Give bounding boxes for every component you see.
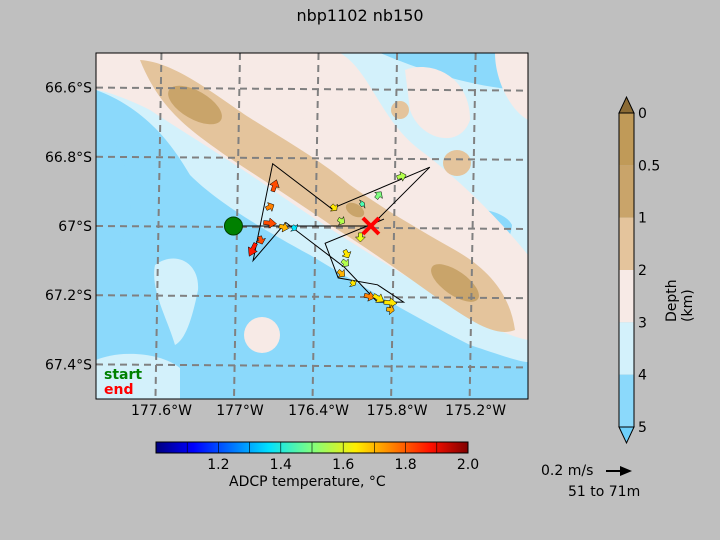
- end-marker: [361, 216, 381, 236]
- legend-end: end: [104, 382, 134, 398]
- current-vector: [340, 258, 349, 268]
- current-vector: [289, 223, 299, 232]
- mid-water-pocket-2: [244, 317, 280, 353]
- depth-colorbar: 0 0.5 1 2 3 4 5: [618, 95, 660, 445]
- current-vector: [372, 293, 385, 303]
- temperature-colorbar-tick: 1.6: [332, 457, 354, 473]
- shallow-patch-north: [380, 53, 528, 90]
- parallel-line: [96, 86, 528, 92]
- scale-depth-label: 51 to 71m: [568, 484, 641, 500]
- depth-colorbar-tick: 2: [638, 263, 647, 279]
- depth-colorbar-segment: [619, 165, 634, 218]
- current-vector: [263, 217, 278, 229]
- ridge-mid-2: [443, 150, 471, 176]
- temperature-colorbar-ticks: 1.2 1.4 1.6 1.8 2.0: [186, 442, 479, 473]
- temperature-colorbar-tick: 1.8: [394, 457, 416, 473]
- depth-colorbar-tick: 4: [638, 368, 647, 384]
- depth-colorbar-label: Depth (km): [664, 279, 696, 322]
- current-vector: [358, 199, 366, 209]
- x-tick-label: 177.6°W: [131, 403, 192, 419]
- ridge-peak-2: [431, 264, 479, 302]
- parallel-line: [96, 294, 528, 300]
- temperature-colorbar-tick: 2.0: [457, 457, 479, 473]
- track-line: [233, 162, 431, 303]
- depth-colorbar-tick: 0: [638, 106, 647, 122]
- start-marker: [223, 216, 243, 236]
- start-end-markers: [223, 216, 381, 236]
- depth-colorbar-tick: 0.5: [638, 158, 660, 174]
- current-vector: [336, 215, 345, 226]
- current-vector: [255, 235, 267, 245]
- current-vector: [341, 248, 352, 259]
- x-tick-label: 176.4°W: [288, 403, 349, 419]
- depth-colorbar-frame: [618, 112, 635, 428]
- y-tick-label: 66.8°S: [45, 150, 92, 166]
- depth-colorbar-top-extension: [618, 95, 635, 114]
- ridge-peak: [168, 85, 222, 125]
- ridge-peak-3: [345, 202, 365, 218]
- x-tick-label: 177°W: [216, 403, 264, 419]
- parallel-line: [96, 363, 528, 369]
- axis-ticks: 177.6°W 177°W 176.4°W 175.8°W 175.2°W 66.6°S 6…: [45, 81, 506, 419]
- ridge-outer-4: [495, 53, 528, 120]
- chart-title: nbp1102 nb150: [296, 6, 424, 25]
- current-vector: [278, 221, 289, 233]
- depth-colorbar-segment: [619, 322, 634, 375]
- parallel-line: [96, 225, 528, 230]
- temperature-colorbar-label: ADCP temperature, °C: [229, 474, 386, 490]
- meridian-line: [390, 53, 399, 399]
- deep-water-region: [96, 90, 528, 399]
- y-tick-label: 67°S: [58, 219, 92, 235]
- y-tick-label: 67.4°S: [45, 357, 92, 373]
- current-vector: [269, 179, 280, 193]
- y-tick-label: 67.2°S: [45, 288, 92, 304]
- ridge-outer-2: [300, 95, 390, 140]
- current-vector: [354, 232, 367, 243]
- y-tick-label: 66.6°S: [45, 81, 92, 97]
- ridge-outer-3: [405, 67, 470, 139]
- ridge-mid-3: [391, 101, 409, 119]
- depth-colorbar-segment: [619, 374, 634, 427]
- current-vector: [329, 203, 338, 212]
- depth-colorbar-segment: [619, 270, 634, 323]
- scale-arrow: [606, 466, 632, 476]
- current-vector: [363, 290, 376, 302]
- x-tick-label: 175.8°W: [367, 403, 428, 419]
- current-vector: [373, 191, 383, 200]
- meridian-line: [468, 53, 477, 399]
- depth-colorbar-tick: 3: [638, 315, 647, 331]
- current-vector: [336, 268, 345, 278]
- current-vector: [264, 202, 275, 213]
- scale-speed-label: 0.2 m/s: [541, 463, 594, 479]
- depth-colorbar-tick: 5: [638, 420, 647, 436]
- depth-colorbar-segment: [619, 217, 634, 270]
- depth-colorbar-bottom-extension: [618, 426, 635, 445]
- temperature-colorbar-tick: 1.2: [207, 457, 229, 473]
- current-vectors: [248, 171, 407, 316]
- current-vector: [348, 278, 358, 288]
- temperature-colorbar-tick: 1.4: [270, 457, 292, 473]
- ridge-mid: [140, 60, 515, 332]
- current-vector: [248, 242, 258, 257]
- current-vector: [383, 297, 398, 309]
- mid-water-pocket: [154, 258, 199, 345]
- depth-colorbar-segment: [619, 113, 634, 166]
- deep-water-region-2: [96, 90, 131, 261]
- current-vector: [386, 303, 395, 316]
- legend-start: start: [104, 367, 143, 383]
- x-tick-label: 175.2°W: [445, 403, 506, 419]
- parallel-line: [96, 155, 528, 161]
- map-frame: [95, 52, 529, 400]
- depth-colorbar-tick: 1: [638, 211, 647, 227]
- ship-track: [233, 162, 431, 303]
- current-vector: [396, 171, 407, 182]
